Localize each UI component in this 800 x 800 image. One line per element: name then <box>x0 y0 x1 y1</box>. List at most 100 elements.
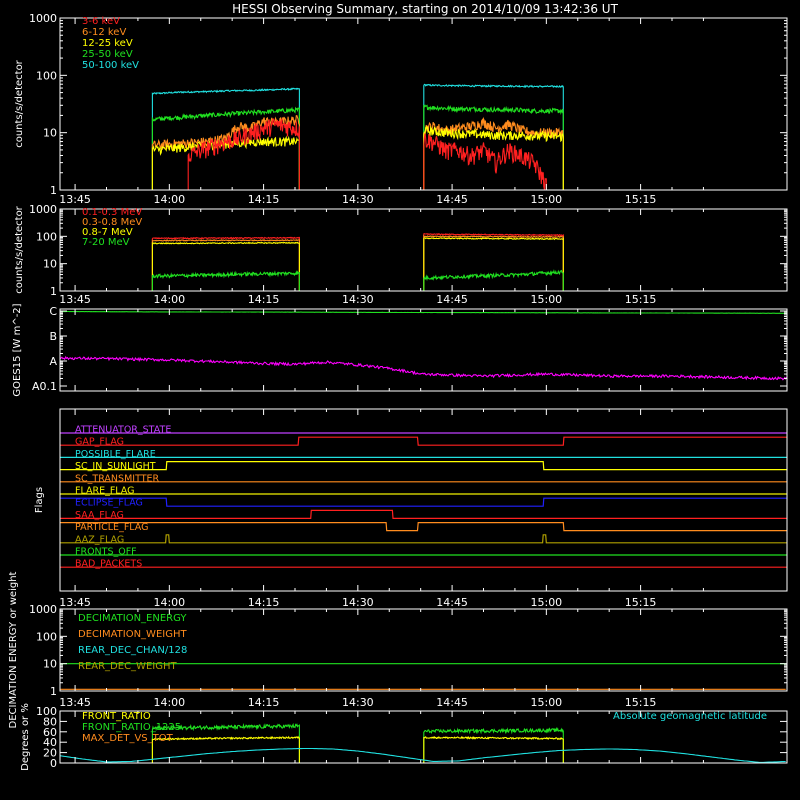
panel-frame <box>59 710 788 764</box>
flag-label: PARTICLE_FLAG <box>75 522 148 533</box>
series-line <box>423 726 564 763</box>
series-line <box>59 355 788 381</box>
series-line <box>423 234 564 291</box>
panel-frame <box>59 208 788 292</box>
x-tick-label: 14:00 <box>153 193 185 206</box>
y-tick-label: 1 <box>50 685 57 698</box>
flag-line <box>60 522 787 532</box>
y-axis-label: counts/s/detector <box>14 205 25 293</box>
y-axis-label: Degrees or % <box>20 703 31 771</box>
flag-line <box>60 436 787 446</box>
panel-lc1 <box>151 83 564 191</box>
legend-entry: REAR_DEC_WEIGHT <box>78 661 177 672</box>
legend-entry: 3-6 keV <box>82 16 120 27</box>
series-line <box>423 735 564 763</box>
flag-label: FLARE_FLAG <box>75 486 135 497</box>
x-tick-label: 14:30 <box>342 293 374 306</box>
x-tick-label: 14:45 <box>436 696 468 709</box>
y-tick-label: 20 <box>43 747 57 760</box>
time-axis: 13:45 14:00 14:15 14:30 14:45 15:00 15:15 <box>59 209 704 306</box>
y-tick-label: 100 <box>36 705 57 718</box>
panel-frame <box>59 608 788 692</box>
legend-entry: DECIMATION_WEIGHT <box>78 629 187 640</box>
flag-label: FRONTS_OFF <box>75 547 137 558</box>
x-tick-label: 13:45 <box>59 696 91 709</box>
series-line <box>151 106 300 190</box>
y-axis: A0.1 ABC <box>32 305 787 393</box>
y-tick-label: 1000 <box>29 12 57 25</box>
y-axis-label: DECIMATION ENERGY or weight <box>8 571 19 728</box>
legend-entry: DECIMATION_ENERGY <box>78 613 187 624</box>
x-tick-label: 15:15 <box>625 696 657 709</box>
series-line <box>423 269 564 291</box>
flag-label: ATTENUATOR_STATE <box>75 425 171 436</box>
chart-title: HESSI Observing Summary, starting on 201… <box>232 2 618 16</box>
y-tick-label: B <box>49 330 57 343</box>
x-tick-label: 14:00 <box>153 696 185 709</box>
y-tick-label: C <box>49 305 57 318</box>
y-tick-label: A0.1 <box>32 380 57 393</box>
legend: DECIMATION_ENERGY DECIMATION_WEIGHT REAR_D… <box>78 613 187 672</box>
x-tick-label: 15:00 <box>530 596 562 609</box>
legend-entry: 0.1-0.3 MeV <box>82 207 142 218</box>
legend-entry: 0.8-7 MeV <box>82 227 133 238</box>
series-line <box>423 83 564 190</box>
flag-label: GAP_FLAG <box>75 437 124 448</box>
x-tick-label: 14:00 <box>153 596 185 609</box>
series-line <box>151 722 300 763</box>
series-line <box>151 238 300 291</box>
x-tick-label: 14:15 <box>248 193 280 206</box>
y-tick-label: 100 <box>36 69 57 82</box>
x-tick-label: 14:15 <box>248 596 280 609</box>
legend: FRONT_RATIOFRONT_RATIO_1225MAX_DET_VS_TO… <box>82 711 181 744</box>
x-tick-label: 14:15 <box>248 696 280 709</box>
flag-label: POSSIBLE_FLARE <box>75 449 156 460</box>
series-line <box>151 87 300 190</box>
series-line <box>151 270 300 291</box>
x-tick-label: 14:45 <box>436 596 468 609</box>
series-line <box>151 241 300 291</box>
y-axis-label: counts/s/detector <box>14 59 25 147</box>
series-line <box>151 236 300 291</box>
legend-entry: 0.3-0.8 MeV <box>82 217 142 228</box>
x-tick-label: 15:15 <box>625 596 657 609</box>
panel-frame <box>59 408 788 592</box>
y-tick-label: 1000 <box>29 203 57 216</box>
x-tick-label: 14:15 <box>248 293 280 306</box>
series-line <box>423 104 564 190</box>
y-tick-label: 80 <box>43 715 57 728</box>
flag-line <box>60 461 787 471</box>
y-tick-label: 60 <box>43 726 57 739</box>
y-tick-label: 40 <box>43 736 57 749</box>
series-line <box>423 232 564 291</box>
x-tick-label: 13:45 <box>59 293 91 306</box>
y-tick-label: 1 <box>50 285 57 298</box>
time-axis <box>74 309 704 391</box>
time-axis <box>74 711 704 763</box>
y-axis: 1 10 100 1000 <box>29 603 787 698</box>
series-line <box>151 135 300 190</box>
flag-line <box>60 534 787 544</box>
series-line <box>423 125 564 190</box>
y-tick-label: 1000 <box>29 603 57 616</box>
y-axis: 1 10 100 1000 <box>29 203 787 298</box>
flag-label: SC_TRANSMITTER <box>75 473 160 484</box>
x-tick-label: 14:45 <box>436 193 468 206</box>
panel-goes <box>59 310 788 381</box>
panel-frame <box>59 308 788 392</box>
flag-label: BAD_PACKETS <box>75 559 142 570</box>
y-tick-label: 10 <box>43 258 57 271</box>
legend-entry: REAR_DEC_CHAN/128 <box>78 645 187 656</box>
series-line <box>423 237 564 291</box>
legend-entry: 25-50 keV <box>82 49 133 60</box>
x-tick-label: 14:00 <box>153 293 185 306</box>
series-line <box>59 747 786 763</box>
legend-entry: FRONT_RATIO_1225 <box>82 722 181 733</box>
series-line <box>151 115 300 190</box>
panel-ratio <box>59 722 786 763</box>
series-line <box>423 133 547 191</box>
flag-line <box>60 497 787 507</box>
